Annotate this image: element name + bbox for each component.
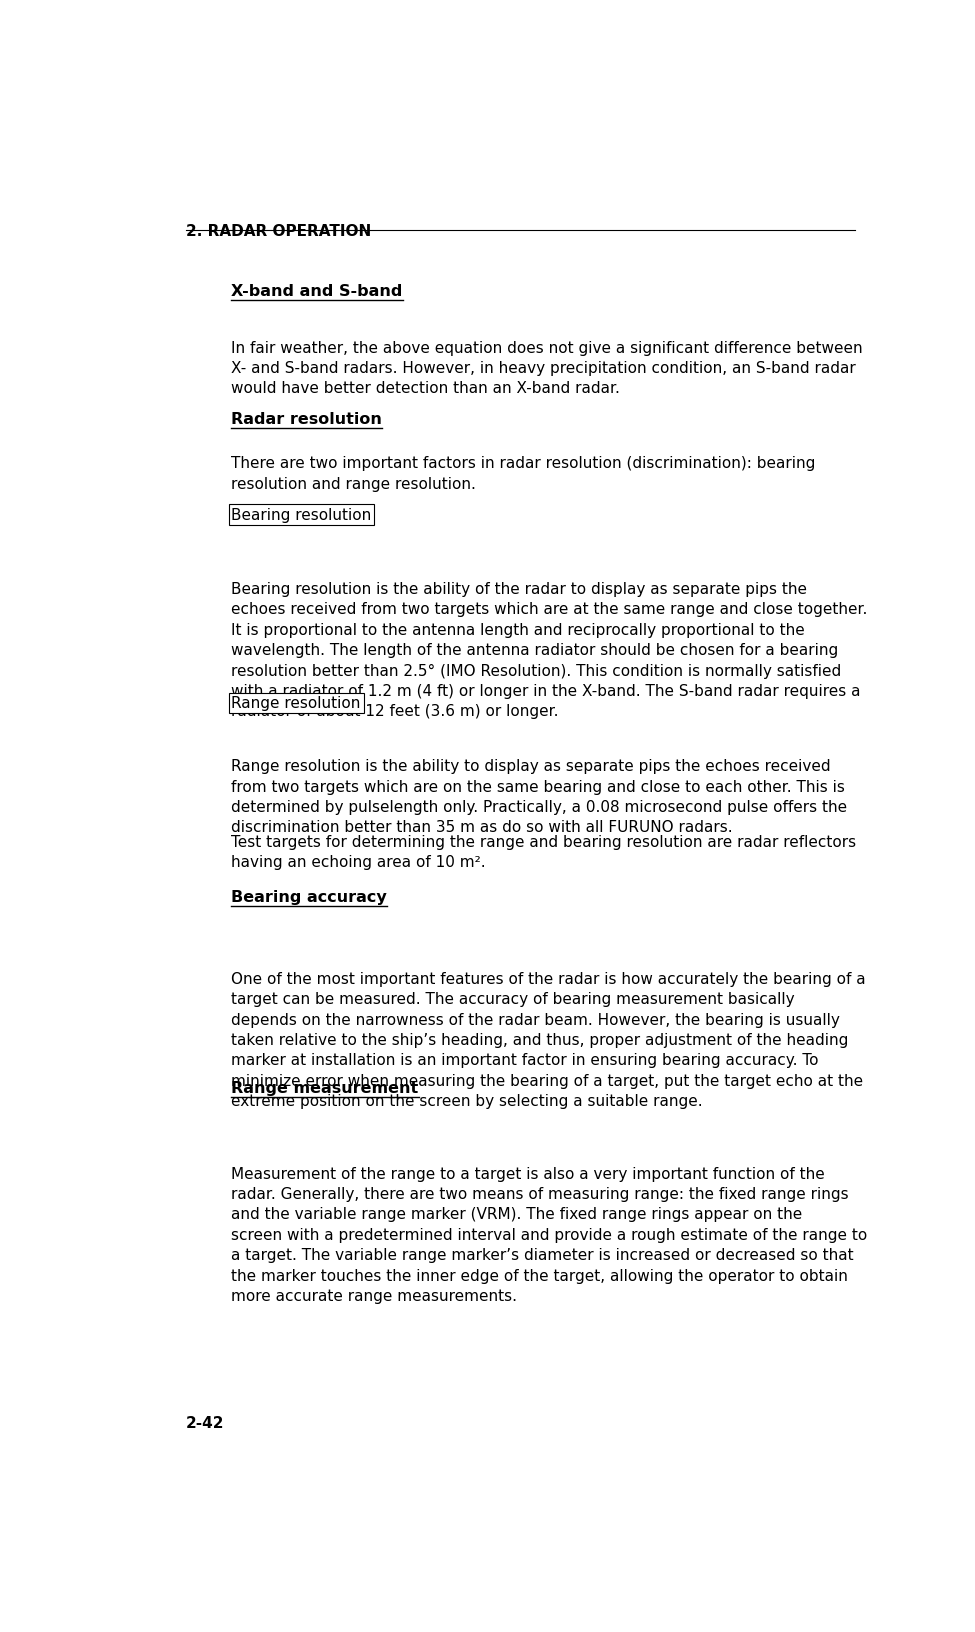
Text: Range resolution is the ability to display as separate pips the echoes received
: Range resolution is the ability to displ…	[231, 759, 847, 836]
Text: Range resolution: Range resolution	[231, 695, 361, 712]
Text: One of the most important features of the radar is how accurately the bearing of: One of the most important features of th…	[231, 971, 866, 1108]
Text: Bearing accuracy: Bearing accuracy	[231, 889, 387, 904]
Text: Bearing resolution: Bearing resolution	[231, 508, 371, 522]
Text: Bearing resolution is the ability of the radar to display as separate pips the
e: Bearing resolution is the ability of the…	[231, 581, 868, 720]
Text: 2. RADAR OPERATION: 2. RADAR OPERATION	[186, 224, 371, 238]
Text: Radar resolution: Radar resolution	[231, 411, 382, 428]
Text: Test targets for determining the range and bearing resolution are radar reflecto: Test targets for determining the range a…	[231, 834, 857, 870]
Text: Measurement of the range to a target is also a very important function of the
ra: Measurement of the range to a target is …	[231, 1165, 868, 1304]
Text: 2-42: 2-42	[186, 1415, 224, 1430]
Text: In fair weather, the above equation does not give a significant difference betwe: In fair weather, the above equation does…	[231, 341, 863, 397]
Text: There are two important factors in radar resolution (discrimination): bearing
re: There are two important factors in radar…	[231, 455, 816, 491]
Text: X-band and S-band: X-band and S-band	[231, 284, 403, 299]
Text: Range measurement: Range measurement	[231, 1080, 418, 1095]
